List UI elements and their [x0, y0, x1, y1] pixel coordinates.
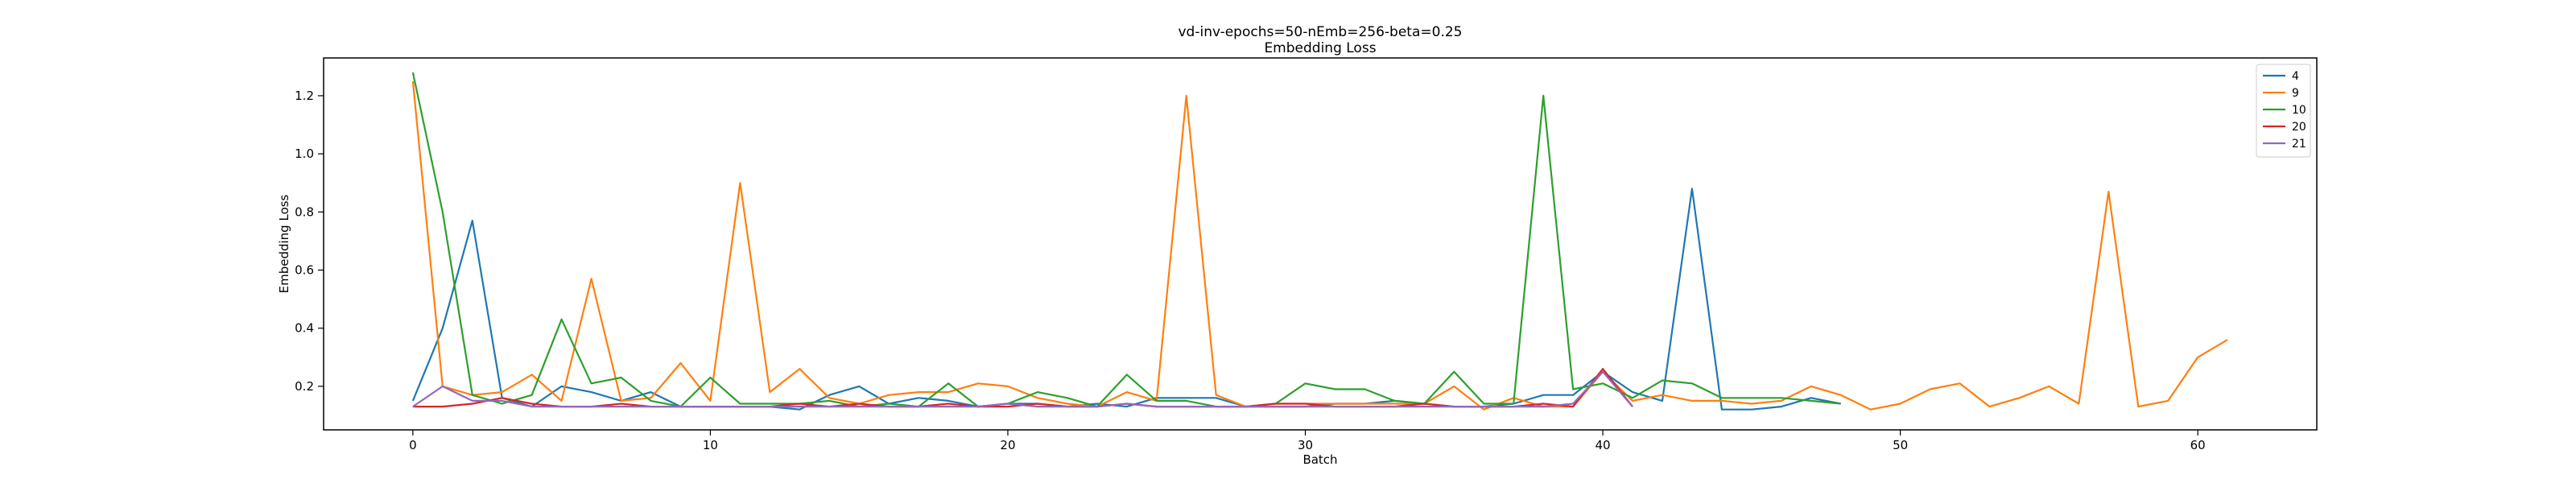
- x-tick-label: 20: [1000, 438, 1015, 452]
- plot-frame: [323, 57, 2318, 431]
- legend-label-4: 4: [2292, 70, 2299, 83]
- series-line-10: [411, 72, 1841, 408]
- y-tick-label: 0.6: [295, 262, 314, 277]
- x-tick-label: 50: [1893, 438, 1908, 452]
- y-axis-label: Embedding Loss: [277, 194, 291, 293]
- x-tick-label: 0: [409, 438, 417, 452]
- legend-label-20: 20: [2292, 121, 2306, 134]
- legend-label-9: 9: [2292, 87, 2299, 100]
- y-tick-label: 0.4: [295, 321, 314, 336]
- ticks-layer: 0 10 20 30 40 50 60 0.2 0.4 0.6 0.8 1.0 1.2: [295, 89, 2206, 452]
- legend-box: [2256, 64, 2311, 158]
- y-tick-label: 0.2: [295, 379, 314, 394]
- y-tick-label: 0.8: [295, 204, 314, 219]
- series-layer: [411, 72, 2228, 411]
- y-tick-label: 1.2: [295, 89, 314, 103]
- x-tick-label: 10: [703, 438, 718, 452]
- x-tick-label: 40: [1596, 438, 1611, 452]
- legend-label-21: 21: [2292, 138, 2306, 151]
- x-tick-label: 30: [1298, 438, 1313, 452]
- series-line-9: [411, 80, 2228, 411]
- legend: 4 9 10 20 21: [2256, 64, 2311, 158]
- y-tick-label: 1.0: [295, 147, 314, 161]
- x-tick-label: 60: [2190, 438, 2206, 452]
- chart-subtitle: Embedding Loss: [1264, 40, 1376, 56]
- chart-title: vd-inv-epochs=50-nEmb=256-beta=0.25: [1179, 24, 1463, 40]
- legend-label-10: 10: [2292, 104, 2306, 117]
- x-axis-label: Batch: [1302, 452, 1337, 467]
- series-line-21: [412, 370, 1633, 408]
